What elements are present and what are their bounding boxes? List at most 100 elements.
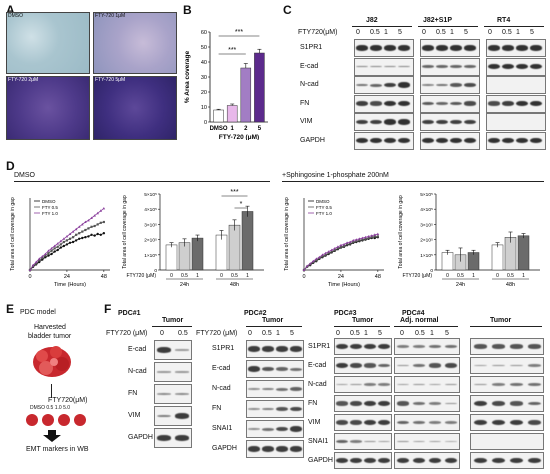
marker-label-GAPDH: GAPDH — [128, 434, 153, 441]
band — [474, 383, 487, 386]
x-axis-label: FTY720 (μM) — [402, 273, 432, 279]
y-tick-label: 0 — [154, 268, 157, 274]
band — [336, 343, 348, 350]
point — [302, 268, 306, 271]
point — [90, 216, 93, 219]
conc-label: 0 — [488, 29, 492, 36]
group-label: 48h — [230, 282, 239, 288]
band — [502, 63, 514, 70]
point — [321, 255, 324, 258]
blot-pdc1-FN — [154, 384, 192, 404]
y-axis-label: % Area coverage — [184, 51, 191, 104]
x-axis-label: Time (Hours) — [54, 282, 86, 288]
band — [276, 346, 288, 352]
band — [510, 401, 523, 406]
band — [364, 457, 376, 464]
band — [474, 344, 487, 349]
point — [367, 236, 370, 240]
point — [339, 245, 343, 248]
point — [75, 233, 78, 236]
band — [398, 119, 410, 125]
point — [59, 243, 62, 246]
band — [413, 364, 425, 367]
panel-label-c: C — [283, 3, 292, 17]
band — [350, 343, 362, 350]
point — [90, 225, 93, 228]
band — [413, 457, 425, 464]
x-tick-label: 24 — [64, 274, 70, 280]
band — [262, 407, 274, 411]
blot-S1PR1-0 — [354, 39, 414, 57]
pdc2-sub: Tumor — [262, 317, 284, 324]
arrow-down-icon — [51, 384, 52, 398]
band — [262, 366, 274, 372]
x-tick-label: DMSO — [210, 126, 228, 132]
point — [361, 238, 364, 241]
band — [422, 84, 434, 86]
blot-pdc3-VIM — [334, 414, 392, 431]
band — [474, 364, 487, 367]
bar-48h-0 — [491, 244, 504, 271]
panel-label-d: D — [6, 159, 15, 173]
band — [492, 401, 505, 406]
micrograph-label-fty2: FTY-720 2μM — [8, 77, 39, 83]
group-label-j82: J82 — [366, 17, 378, 24]
group-label: 24h — [180, 282, 189, 288]
blot-N-cad-1 — [420, 76, 480, 94]
conc-label: 5 — [445, 330, 449, 337]
conc-label: 0 — [248, 330, 252, 337]
point — [355, 238, 358, 241]
point — [87, 227, 90, 230]
point — [327, 252, 330, 255]
conc-label: 0 — [422, 29, 426, 36]
blot-pdc3-GAPDH — [334, 452, 392, 469]
blot-GAPDH-0 — [354, 131, 414, 150]
point — [84, 236, 87, 239]
point — [358, 239, 361, 242]
band — [429, 457, 441, 464]
band — [528, 383, 541, 386]
band — [157, 371, 171, 373]
micrograph-label-fty1: FTY-720 1μM — [95, 13, 126, 19]
band — [450, 83, 462, 87]
marker-label-VIM: VIM — [300, 118, 313, 125]
pdc-model-title: PDC model — [20, 309, 56, 316]
band — [530, 45, 542, 51]
point — [47, 252, 50, 255]
pdc1-sub: Tumor — [162, 317, 184, 324]
band — [336, 439, 348, 444]
point — [38, 259, 41, 262]
blot-pdc4-normal-E-cad — [394, 357, 460, 374]
group-line-j82-s1p — [418, 26, 478, 27]
band — [157, 347, 171, 353]
band — [429, 345, 441, 348]
sig-label: * — [240, 201, 243, 208]
point — [330, 250, 333, 253]
band — [364, 363, 376, 368]
band — [413, 383, 425, 386]
band — [464, 65, 476, 68]
band — [384, 137, 396, 144]
marker-label-E-cad: E-cad — [128, 346, 147, 353]
condition-dmso-line — [14, 181, 270, 182]
point — [74, 239, 78, 242]
blot-pdc4-normal-FN — [394, 395, 460, 412]
point — [50, 247, 53, 250]
point — [373, 233, 377, 236]
pdc4-tumor-line — [470, 326, 542, 327]
x-tick-label: 48 — [101, 274, 107, 280]
arrow-down-icon — [43, 430, 61, 442]
band — [474, 419, 487, 426]
point — [28, 268, 32, 271]
band — [429, 421, 441, 424]
band — [422, 65, 434, 68]
band — [350, 383, 362, 386]
band — [397, 383, 409, 386]
band — [450, 137, 462, 144]
x-tick-label: 0 — [302, 274, 305, 280]
point — [50, 249, 53, 252]
band — [492, 364, 505, 367]
migration-bars-dmso: 0 1×10⁵ 2×10⁵ 3×10⁵ 4×10⁵ 5×10⁵ 0 0.5 1 0 0.5 1 FTY7… — [122, 189, 264, 288]
conc-label: 1 — [364, 330, 368, 337]
legend-label-FTY 1.0: FTY 1.0 — [316, 211, 332, 216]
